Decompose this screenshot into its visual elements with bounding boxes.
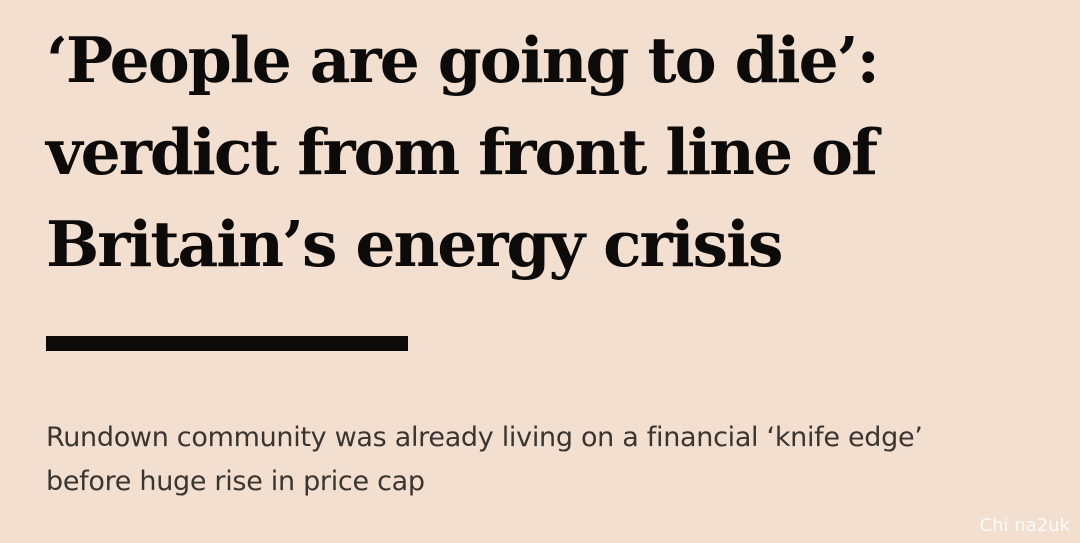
headline-divider-rule [46,336,408,351]
watermark: Chi na2uk [979,515,1070,536]
article-header: ‘People are going to die’: verdict from … [46,0,1056,543]
headline: ‘People are going to die’: verdict from … [46,23,880,281]
standfirst: Rundown community was already living on … [46,422,923,497]
